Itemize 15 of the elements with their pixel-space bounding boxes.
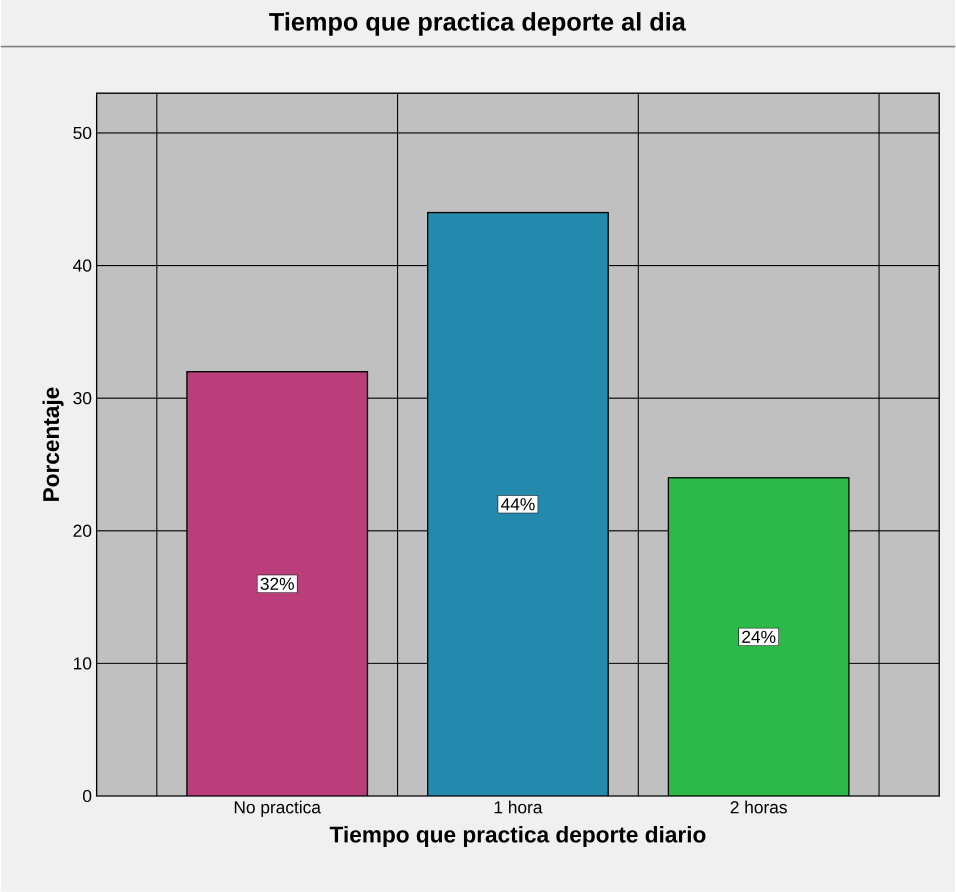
data-label: 44% [501, 498, 535, 510]
data-label: 24% [742, 630, 776, 644]
y-axis-title: Porcentaje [42, 388, 64, 501]
y-tick-label: 30 [73, 392, 92, 404]
y-tick-label: 20 [74, 524, 92, 537]
x-tick-label: No practica [234, 800, 321, 817]
y-tick-label: 50 [73, 126, 92, 140]
y-tick-label: 40 [73, 260, 92, 272]
data-label: 32% [260, 578, 294, 590]
x-tick-label: 1 hora [494, 800, 542, 814]
chart-title: Tiempo que practica deporte al dia [269, 12, 686, 36]
y-tick-label: 0 [82, 790, 92, 802]
y-tick-label: 10 [74, 657, 92, 670]
x-axis-title: Tiempo que practica deporte diario [330, 826, 706, 848]
x-tick-label: 2 horas [730, 800, 787, 814]
